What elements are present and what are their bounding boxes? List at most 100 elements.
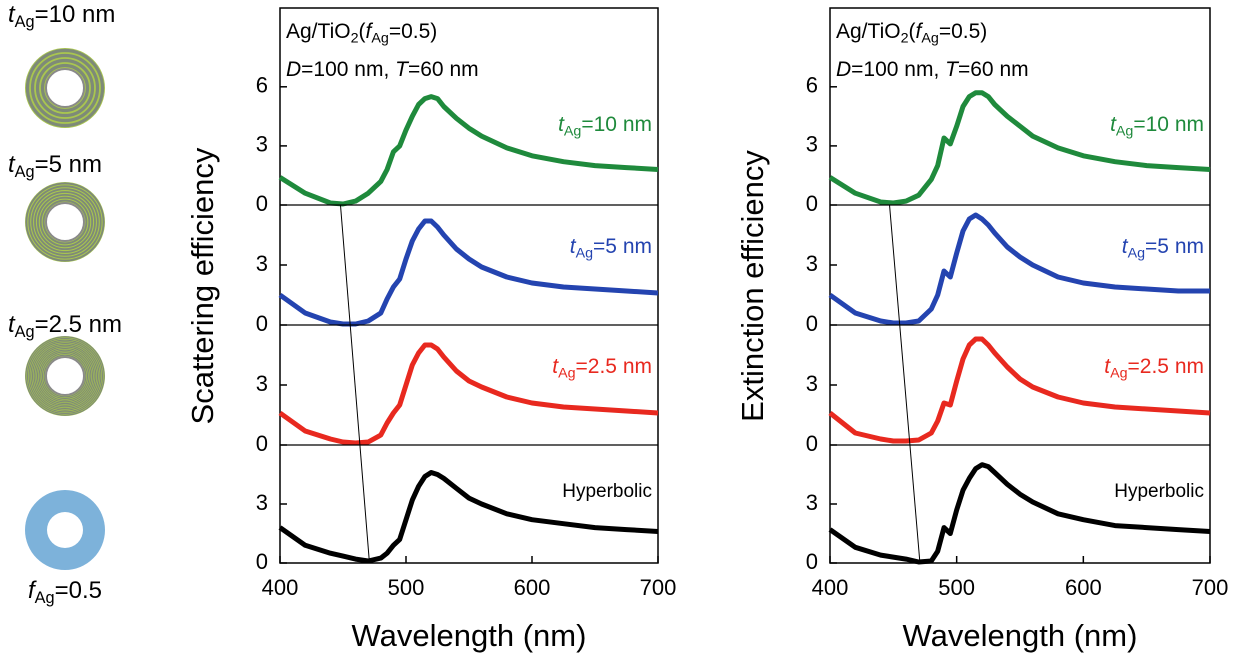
label-part: f (366, 20, 374, 43)
label-part: =2.5 nm (1128, 355, 1204, 378)
label-part: ( (909, 20, 916, 43)
shell-stripe (40, 351, 90, 401)
label-part: Ag (15, 324, 35, 342)
y-tick-label: 6 (256, 73, 268, 98)
y-tick-label: 6 (806, 73, 818, 98)
x-tick-label: 500 (388, 575, 425, 600)
spectrum-line (828, 462, 1211, 565)
label-part: t (8, 311, 16, 338)
y-tick-label: 0 (806, 311, 818, 336)
spectrum-line (828, 90, 1211, 206)
rich-label: fAg=0.5 (28, 577, 102, 607)
spectrum-line (278, 470, 659, 564)
shell-stripe (35, 346, 95, 406)
plot-frame (279, 7, 659, 564)
y-tick-label: 0 (256, 311, 268, 336)
x-tick-label: 500 (938, 575, 975, 600)
shell-stripe (40, 63, 90, 113)
label-part: =100 nm, (301, 58, 395, 81)
plot-frame (829, 7, 1211, 564)
label-part: =60 nm (958, 58, 1029, 81)
shell-stripe (42, 199, 88, 245)
label-part: Ag (576, 245, 594, 261)
shell-stripe (36, 193, 94, 251)
x-tick-label: 400 (812, 575, 849, 600)
label-part: =10 nm (581, 113, 652, 136)
label-part: Ag (558, 365, 576, 381)
shell-stripe (30, 341, 100, 411)
y-tick-label: 3 (256, 490, 268, 515)
spectrum-line (828, 212, 1210, 326)
y-tick-label: 3 (806, 132, 818, 157)
label-part: t (1122, 235, 1129, 258)
series-label: tAg=2.5 nm (552, 355, 652, 382)
label-part: f (28, 577, 37, 604)
label-part: t (570, 235, 577, 258)
label-part: =5 nm (593, 235, 652, 258)
label-part: 2 (351, 30, 359, 46)
series-label: tAg=10 nm (1110, 113, 1204, 140)
label-part: =0.5) (389, 20, 437, 43)
y-tick-label: 0 (256, 431, 268, 456)
label-part: =10 nm (35, 1, 116, 28)
label-part: Ag (15, 14, 35, 32)
series-label: Hyperbolic (562, 481, 652, 502)
x-tick-label: 600 (1065, 575, 1102, 600)
shell-stripe (43, 354, 87, 398)
label-part: Ag (1116, 123, 1134, 139)
x-tick-label: 400 (262, 575, 299, 600)
series-label: tAg=5 nm (570, 235, 652, 262)
label-part: =0.5) (939, 20, 987, 43)
label-part: Ag (1110, 365, 1128, 381)
y-tick-label: 0 (806, 191, 818, 216)
shell-stripe (34, 191, 96, 253)
label-part: t (1104, 355, 1111, 378)
shell-core (45, 68, 85, 108)
shell-stripe (35, 58, 95, 118)
x-tick-label: 700 (640, 575, 677, 600)
shell-stripe (28, 185, 102, 259)
dip-guide (339, 204, 370, 564)
shell-stripe (30, 53, 100, 123)
label-part: t (8, 151, 16, 178)
label-part: =5 nm (35, 151, 102, 178)
shell-stripe (31, 188, 99, 256)
shell-core (47, 512, 83, 548)
label-part: Ag/TiO (836, 20, 901, 43)
rich-label: tAg=5 nm (8, 151, 102, 181)
y-tick-label: 3 (806, 251, 818, 276)
label-part: Ag (921, 30, 939, 46)
spectrum-line (828, 336, 1211, 444)
rich-label: D=100 nm, T=60 nm (836, 58, 1029, 81)
label-part: Hyperbolic (1114, 481, 1204, 502)
label-part: =60 nm (408, 58, 479, 81)
x-axis-label: Wavelength (nm) (903, 618, 1138, 653)
shell-stripe (36, 347, 94, 405)
y-tick-label: 3 (256, 132, 268, 157)
y-axis-label: Scattering efficiency (185, 147, 220, 424)
rich-label: Ag/TiO2(fAg=0.5) (836, 20, 987, 47)
spectrum-line (278, 218, 659, 327)
y-tick-label: 0 (256, 191, 268, 216)
y-tick-label: 3 (806, 490, 818, 515)
shell-stripe (38, 349, 92, 403)
shell-stripe (39, 196, 91, 248)
shell-core (45, 356, 85, 396)
shell-stripe (25, 182, 105, 262)
y-tick-label: 0 (256, 549, 268, 574)
spectrum-line (278, 94, 659, 207)
shell-stripe (25, 336, 105, 416)
label-part: =2.5 nm (35, 311, 122, 338)
label-part: Ag (564, 123, 582, 139)
series-label: tAg=5 nm (1122, 235, 1204, 262)
label-part: t (558, 113, 565, 136)
shell-stripe (31, 342, 99, 410)
label-part: Ag (35, 590, 55, 608)
series-label: tAg=2.5 nm (1104, 355, 1204, 382)
spectrum-line (278, 342, 659, 446)
label-part: Hyperbolic (562, 481, 652, 502)
label-part: =2.5 nm (576, 355, 652, 378)
series-label: Hyperbolic (1114, 481, 1204, 502)
label-part: T (395, 58, 410, 81)
rich-label: tAg=2.5 nm (8, 311, 122, 341)
